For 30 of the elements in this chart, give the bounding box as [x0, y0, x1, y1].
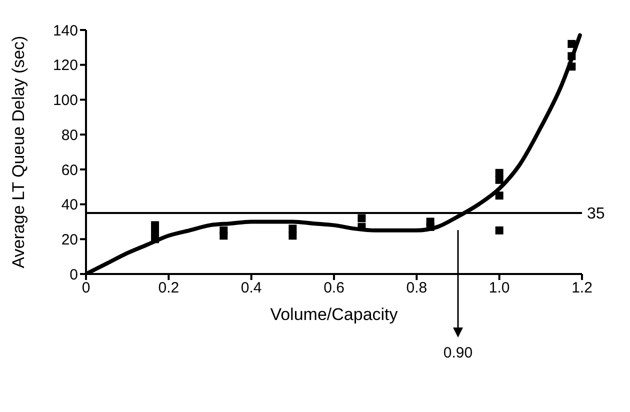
x-axis-title: Volume/Capacity	[270, 305, 398, 324]
y-tick-label: 80	[61, 126, 78, 144]
x-tick-label: 0.6	[324, 280, 344, 297]
y-tick-label: 20	[61, 231, 78, 248]
x-tick-label: 0.8	[406, 280, 428, 297]
x-tick-label: 0.4	[240, 280, 262, 297]
point	[568, 52, 576, 60]
x-tick-label: 0	[82, 280, 90, 297]
y-tick-label: 40	[61, 196, 78, 214]
point	[358, 214, 366, 222]
y-axis-title: Average LT Queue Delay (sec)	[9, 36, 28, 268]
point	[220, 232, 228, 240]
y-tick-label: 0	[70, 266, 78, 284]
point	[495, 226, 504, 234]
x-tick-label: 0.2	[158, 280, 180, 297]
point	[568, 40, 576, 48]
y-tick-label: 100	[52, 92, 78, 110]
point	[426, 222, 434, 231]
point	[568, 62, 576, 71]
point	[495, 192, 504, 200]
ref-line-label: 0.90	[443, 344, 473, 362]
y-tick-label: 60	[61, 162, 78, 179]
point	[495, 176, 504, 184]
x-tick-label: 1.2	[572, 280, 592, 297]
point	[288, 232, 297, 240]
x-tick-label: 1.0	[488, 280, 510, 297]
y-tick-label: 140	[52, 22, 78, 40]
ref-line-label: 35	[587, 206, 605, 223]
point	[151, 235, 160, 244]
y-tick-label: 120	[52, 57, 78, 74]
